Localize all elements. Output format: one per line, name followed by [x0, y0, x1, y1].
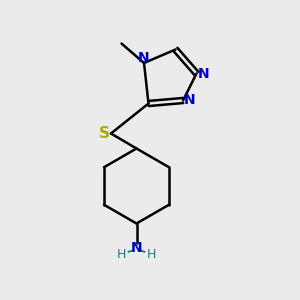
- Text: N: N: [138, 51, 150, 64]
- Text: H: H: [147, 248, 156, 261]
- Text: N: N: [184, 94, 195, 107]
- Text: H: H: [117, 248, 126, 261]
- Text: N: N: [197, 67, 209, 80]
- Text: S: S: [99, 126, 110, 141]
- Text: N: N: [131, 242, 142, 255]
